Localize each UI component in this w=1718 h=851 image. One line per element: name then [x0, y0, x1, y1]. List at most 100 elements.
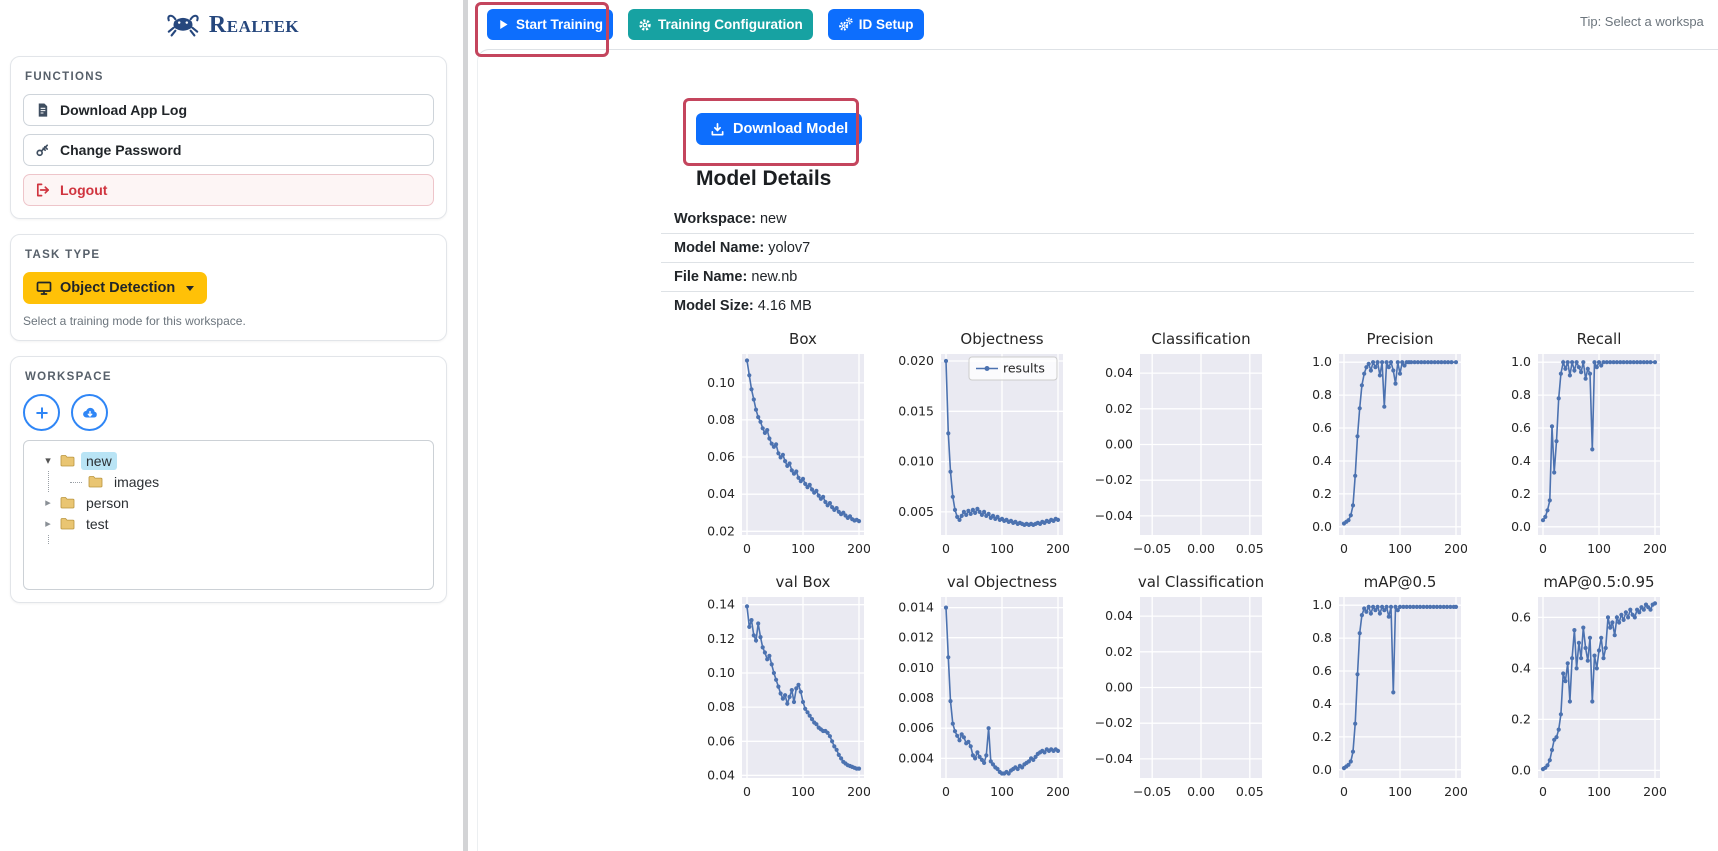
workspace-tree: ▾ new images ▸ [23, 440, 434, 590]
file-log-icon [35, 102, 50, 118]
svg-text:val Classification: val Classification [1138, 573, 1264, 591]
chart-recall: 1.0 0.8 0.6 0.4 0.2 0.0 0 100 200 Recall [1484, 330, 1666, 561]
svg-text:0.06: 0.06 [707, 449, 735, 464]
svg-text:200: 200 [1643, 784, 1666, 799]
logo-text: Realtek [208, 11, 300, 38]
folder-icon [59, 516, 76, 531]
row-label: Workspace: [674, 211, 756, 227]
tree-connector [70, 481, 82, 483]
svg-text:0.4: 0.4 [1511, 453, 1531, 468]
download-model-button[interactable]: Download Model [696, 113, 863, 145]
workspace-actions [23, 394, 434, 431]
chart-precision: 1.0 0.8 0.6 0.4 0.2 0.0 0 100 200 Precision [1285, 330, 1467, 561]
download-app-log-button[interactable]: Download App Log [23, 94, 434, 126]
tree-node-images[interactable]: images [70, 471, 427, 492]
svg-text:0.8: 0.8 [1312, 630, 1332, 645]
upload-workspace-button[interactable] [71, 394, 109, 431]
svg-text:0: 0 [1539, 541, 1547, 556]
row-value: 4.16 MB [757, 298, 812, 314]
chart-val-classification: 0.04 0.02 0.00 −0.02 −0.04 −0.05 0.00 0.05 val C… [1086, 573, 1268, 804]
download-app-log-label: Download App Log [60, 102, 188, 118]
realtek-logo: Realtek [0, 0, 463, 56]
start-training-label: Start Training [516, 17, 604, 32]
svg-text:100: 100 [1388, 784, 1412, 799]
chart-map-0.5-0.95: 0.6 0.4 0.2 0.0 0 100 200 mAP@0.5:0.95 [1484, 573, 1666, 804]
svg-text:200: 200 [847, 541, 870, 556]
caret-down-icon [186, 285, 195, 291]
change-password-button[interactable]: Change Password [23, 134, 434, 166]
folder-icon [59, 495, 76, 510]
svg-text:−0.02: −0.02 [1095, 472, 1133, 487]
svg-text:0: 0 [1340, 541, 1348, 556]
play-icon [497, 18, 510, 31]
svg-text:200: 200 [847, 784, 870, 799]
tree-label-new[interactable]: new [81, 451, 117, 470]
plus-icon [34, 405, 50, 421]
row-value: new [759, 211, 787, 227]
svg-text:0.6: 0.6 [1511, 420, 1531, 435]
add-workspace-button[interactable] [23, 394, 60, 431]
download-icon [710, 122, 725, 137]
svg-text:0.2: 0.2 [1511, 486, 1531, 501]
svg-text:0.008: 0.008 [898, 690, 934, 705]
gear-icon [638, 18, 652, 32]
workspace-heading: WORKSPACE [25, 371, 112, 383]
svg-text:0.8: 0.8 [1511, 387, 1531, 402]
tree-toggle-closed-icon[interactable]: ▸ [45, 517, 51, 530]
tree-node-person[interactable]: ▸ person [42, 492, 427, 513]
tree-node-test[interactable]: ▸ test [42, 513, 427, 534]
tip-text: Tip: Select a workspa [1580, 14, 1704, 29]
training-configuration-label: Training Configuration [658, 17, 803, 32]
svg-text:0.04: 0.04 [1105, 608, 1133, 623]
object-detection-dropdown[interactable]: Object Detection [23, 272, 208, 304]
table-row-file-name: File Name: new.nb [661, 263, 1694, 292]
svg-text:0.08: 0.08 [707, 412, 735, 427]
row-value: yolov7 [768, 240, 811, 256]
svg-text:0.02: 0.02 [1105, 644, 1133, 659]
gears-icon [838, 17, 853, 32]
tree-node-new[interactable]: ▾ new [42, 450, 427, 471]
realtek-crab-icon [164, 11, 202, 39]
svg-text:val Box: val Box [776, 573, 831, 591]
training-configuration-button[interactable]: Training Configuration [628, 9, 813, 40]
svg-text:0.010: 0.010 [898, 454, 934, 469]
start-training-button[interactable]: Start Training [487, 9, 614, 40]
model-details-table: Workspace: new Model Name: yolov7 File N… [661, 205, 1694, 320]
svg-text:0.05: 0.05 [1236, 541, 1264, 556]
svg-text:0: 0 [1539, 784, 1547, 799]
svg-text:−0.02: −0.02 [1095, 715, 1133, 730]
svg-text:100: 100 [990, 541, 1014, 556]
svg-text:0.0: 0.0 [1312, 519, 1332, 534]
svg-text:0.015: 0.015 [898, 403, 934, 418]
chart-box: 0.10 0.08 0.06 0.04 0.02 0 100 200 Box [688, 330, 870, 561]
tree-toggle-closed-icon[interactable]: ▸ [45, 496, 51, 509]
svg-text:0.6: 0.6 [1312, 420, 1332, 435]
row-label: Model Name: [674, 240, 765, 256]
chart-val-objectness: 0.014 0.012 0.010 0.008 0.006 0.004 0 100 200 val… [887, 573, 1069, 804]
tree-toggle-open-icon[interactable]: ▾ [45, 454, 51, 467]
change-password-label: Change Password [60, 142, 182, 158]
functions-heading: FUNCTIONS [25, 71, 104, 83]
svg-text:0.10: 0.10 [707, 375, 735, 390]
tree-label-test[interactable]: test [86, 515, 109, 532]
main-area: Start Training Training Configuration ID… [468, 0, 1718, 851]
tree-label-person[interactable]: person [86, 494, 129, 511]
svg-text:0.2: 0.2 [1312, 486, 1332, 501]
tree-label-images[interactable]: images [114, 473, 160, 490]
svg-text:0.00: 0.00 [1187, 541, 1215, 556]
svg-text:mAP@0.5: mAP@0.5 [1364, 573, 1437, 591]
svg-text:−0.04: −0.04 [1095, 508, 1133, 523]
svg-text:−0.05: −0.05 [1133, 784, 1171, 799]
svg-text:0.00: 0.00 [1105, 680, 1133, 695]
svg-text:0: 0 [743, 784, 751, 799]
key-icon [35, 142, 50, 158]
table-row-workspace: Workspace: new [661, 205, 1694, 234]
id-setup-button[interactable]: ID Setup [827, 9, 924, 40]
monitor-icon [36, 280, 52, 296]
svg-text:0.00: 0.00 [1105, 437, 1133, 452]
svg-text:−0.04: −0.04 [1095, 751, 1133, 766]
svg-text:0: 0 [942, 541, 950, 556]
logout-button[interactable]: Logout [23, 174, 434, 206]
metrics-charts: 0.10 0.08 0.06 0.04 0.02 0 100 200 Box 0.020 0.015… [688, 330, 1693, 804]
svg-text:0.06: 0.06 [707, 733, 735, 748]
